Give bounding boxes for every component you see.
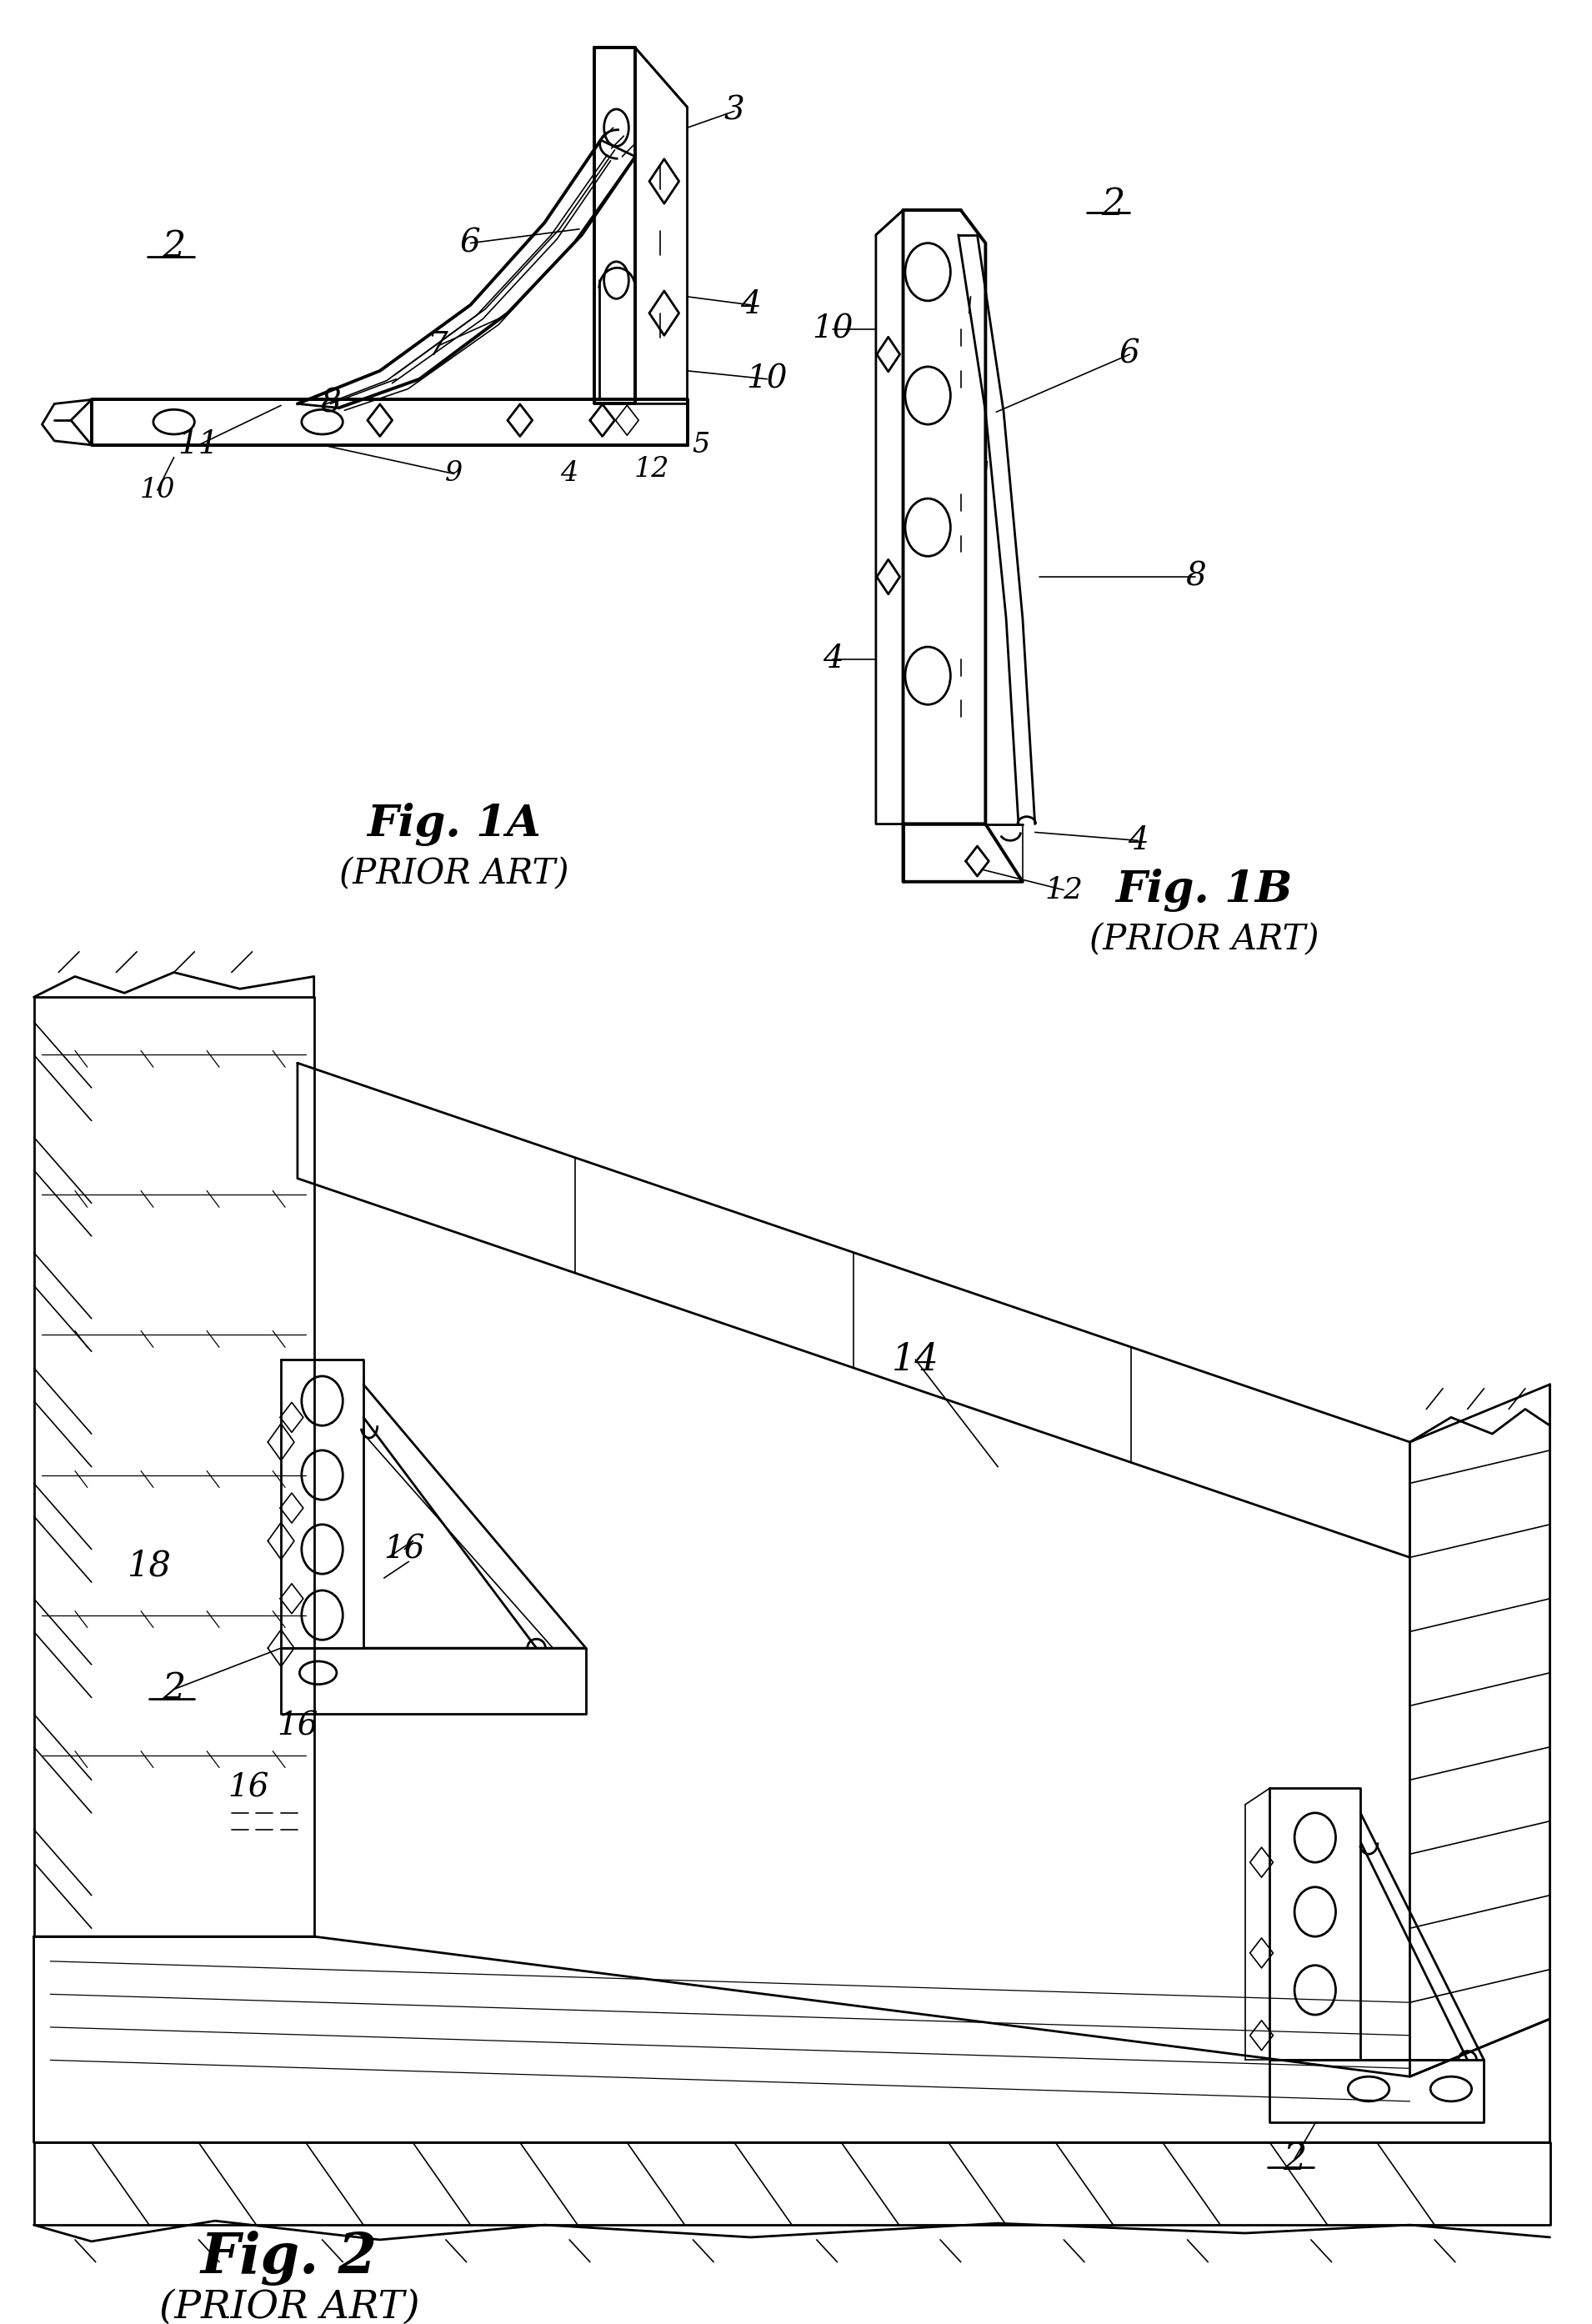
- Text: 2: 2: [1102, 186, 1126, 223]
- Text: 5: 5: [693, 432, 710, 458]
- Text: 8: 8: [320, 388, 341, 418]
- Text: 6: 6: [1119, 339, 1140, 370]
- Text: 4: 4: [823, 644, 844, 674]
- Text: 10: 10: [140, 476, 175, 504]
- Text: Fig. 1A: Fig. 1A: [368, 802, 541, 846]
- Text: 8: 8: [1186, 562, 1207, 593]
- Text: 16: 16: [384, 1534, 425, 1564]
- Text: 9: 9: [446, 460, 463, 488]
- Text: 10: 10: [812, 314, 853, 344]
- Text: 10: 10: [747, 363, 788, 395]
- Text: 16: 16: [277, 1710, 318, 1741]
- Text: Fig. 1B: Fig. 1B: [1116, 869, 1293, 911]
- Text: 12: 12: [634, 456, 670, 483]
- Text: 3: 3: [724, 95, 745, 128]
- Text: Fig. 2: Fig. 2: [201, 2231, 377, 2284]
- Text: 14: 14: [892, 1341, 939, 1378]
- Text: 7: 7: [427, 330, 447, 363]
- Text: 2: 2: [162, 1671, 186, 1708]
- Text: 6: 6: [460, 228, 481, 258]
- Text: (PRIOR ART): (PRIOR ART): [1089, 923, 1318, 957]
- Text: 4: 4: [560, 460, 578, 488]
- Text: 2: 2: [1283, 2140, 1307, 2178]
- Text: 4: 4: [740, 290, 761, 321]
- Text: 11: 11: [178, 430, 220, 460]
- Text: 18: 18: [127, 1548, 172, 1583]
- Text: (PRIOR ART): (PRIOR ART): [159, 2289, 419, 2324]
- Text: (PRIOR ART): (PRIOR ART): [339, 855, 568, 890]
- Text: 2: 2: [162, 230, 186, 265]
- Text: 4: 4: [1127, 825, 1148, 855]
- Text: 16: 16: [228, 1773, 269, 1803]
- Text: 12: 12: [1044, 876, 1083, 904]
